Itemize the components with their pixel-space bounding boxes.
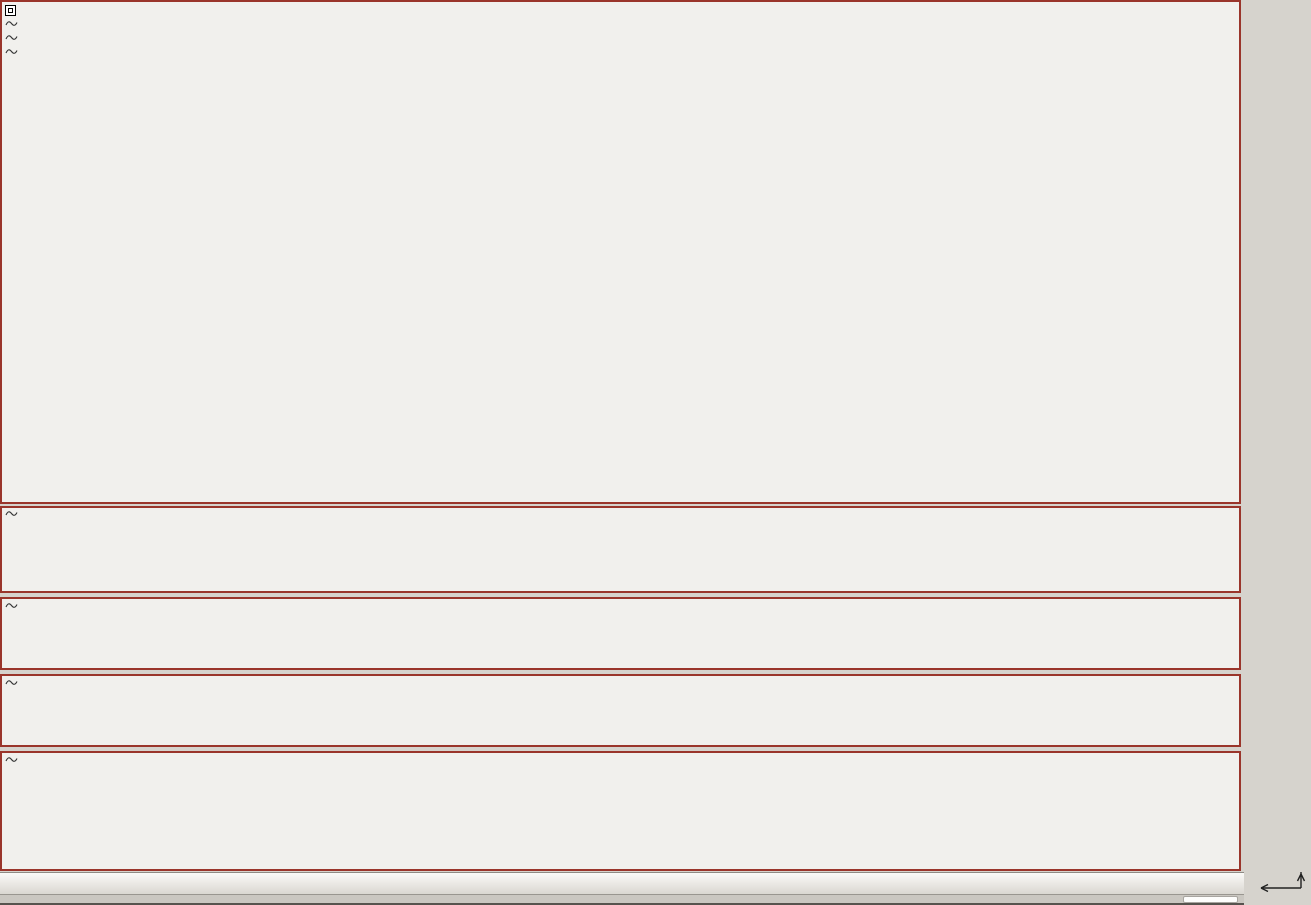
ma-simple-header: [5, 32, 32, 45]
axis-reset-icon[interactable]: [1244, 870, 1311, 905]
macd-pane[interactable]: [0, 506, 1241, 593]
wave-icon: [5, 35, 18, 40]
chart-window-icon: [5, 5, 16, 16]
wave-icon: [5, 603, 18, 608]
wave-icon: [5, 757, 18, 762]
price-pane[interactable]: [0, 0, 1241, 504]
axis-corner[interactable]: [1244, 870, 1311, 905]
volume-header: [5, 754, 32, 767]
wave-icon: [5, 21, 18, 26]
ma-double-header: [5, 46, 36, 59]
window-bottom-edge: [0, 903, 1311, 905]
time-scrollbar-thumb[interactable]: [1183, 896, 1238, 903]
wave-icon: [5, 49, 18, 54]
wave-icon: [5, 511, 18, 516]
rsi-pane[interactable]: [0, 597, 1241, 670]
time-axis[interactable]: [0, 872, 1244, 894]
time-scrollbar[interactable]: [0, 894, 1244, 903]
volume-pane[interactable]: [0, 751, 1241, 871]
bollinger-header: [5, 18, 40, 31]
wave-icon: [5, 680, 18, 685]
momentum-pane[interactable]: [0, 674, 1241, 747]
copyright: [5, 60, 9, 73]
macd-header: [5, 508, 36, 521]
rsi-header: [5, 600, 32, 613]
momentum-header: [5, 677, 32, 690]
instrument-header: [5, 4, 40, 17]
